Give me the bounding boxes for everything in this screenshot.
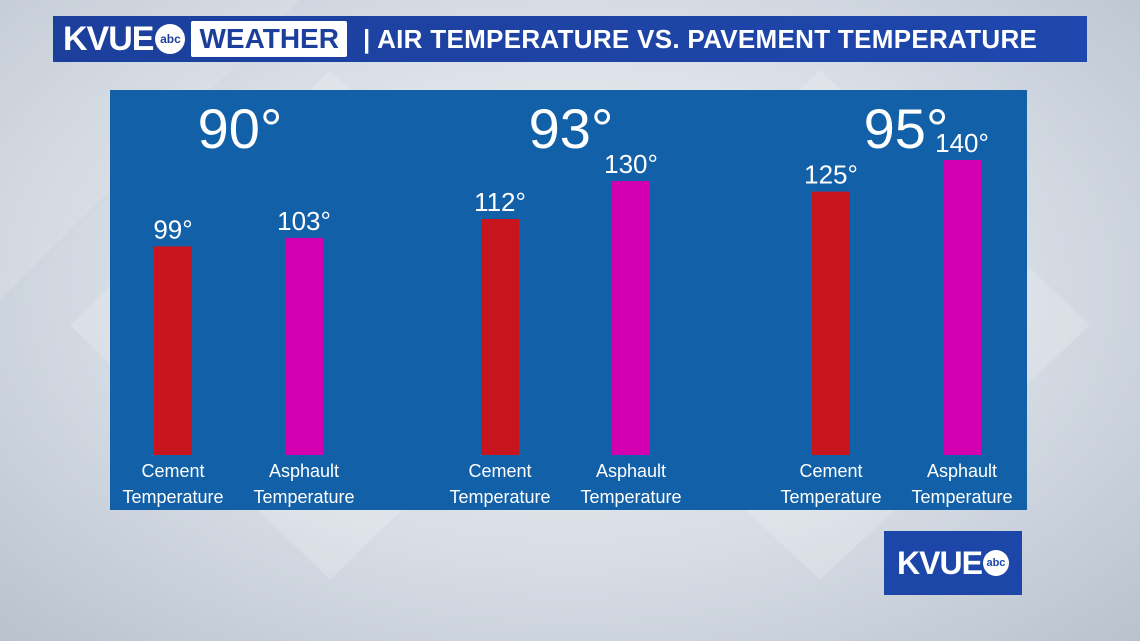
- cement-category-label-line2: Temperature: [449, 487, 550, 507]
- cement-bar: [154, 246, 192, 455]
- cement-category-label-line2: Temperature: [780, 487, 881, 507]
- chart-title: | AIR TEMPERATURE VS. PAVEMENT TEMPERATU…: [362, 23, 1038, 54]
- cement-value-label: 112°: [474, 187, 526, 217]
- bar-chart: 90° 99° Cement Temperature 103° Asphault Tempe…: [122, 97, 1012, 507]
- cement-value-label: 125°: [804, 160, 858, 190]
- asphalt-category-label: Asphault: [927, 461, 997, 481]
- asphalt-value-label: 130°: [604, 149, 658, 179]
- corner-logo: KVUE abc: [884, 531, 1022, 595]
- kvue-logo-text: KVUE: [63, 20, 154, 58]
- air-temperature-label: 95°: [864, 97, 949, 160]
- header-bar: KVUE abc WEATHER | AIR TEMPERATURE VS. P…: [53, 16, 1087, 62]
- asphalt-category-label: Asphault: [596, 461, 666, 481]
- asphalt-bar: [285, 237, 323, 455]
- asphalt-value-label: 103°: [277, 206, 331, 236]
- cement-bar: [481, 219, 519, 455]
- asphalt-value-label: 140°: [935, 128, 989, 158]
- asphalt-bar: [612, 181, 650, 456]
- cement-category-label-line2: Temperature: [122, 487, 223, 507]
- cement-value-label: 99°: [153, 214, 192, 244]
- cement-category-label: Cement: [799, 461, 862, 481]
- asphalt-category-label-line2: Temperature: [911, 487, 1012, 507]
- air-temperature-label: 90°: [198, 97, 283, 160]
- asphalt-bar: [943, 160, 981, 455]
- asphalt-category-label-line2: Temperature: [580, 487, 681, 507]
- corner-kvue-logo-text: KVUE: [897, 544, 983, 581]
- asphalt-category-label: Asphault: [269, 461, 339, 481]
- weather-badge: WEATHER: [191, 21, 347, 57]
- cement-category-label: Cement: [468, 461, 531, 481]
- cement-category-label: Cement: [141, 461, 204, 481]
- air-temperature-label: 93°: [529, 97, 614, 160]
- chart-panel: 90° 99° Cement Temperature 103° Asphault Tempe…: [110, 90, 1027, 510]
- cement-bar: [812, 191, 850, 455]
- abc-logo-icon: abc: [155, 24, 186, 54]
- corner-abc-logo-icon: abc: [982, 550, 1009, 576]
- asphalt-category-label-line2: Temperature: [253, 487, 354, 507]
